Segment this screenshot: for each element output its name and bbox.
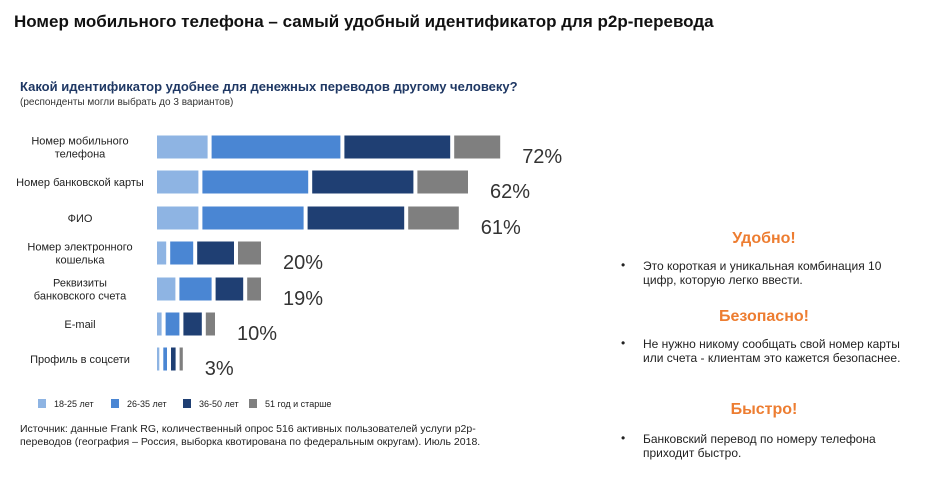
benefit-bullet: • (621, 336, 626, 350)
bar-segment-1 (157, 241, 167, 265)
legend-label: 36-50 лет (199, 399, 239, 409)
category-label: Профиль в соцсети (30, 354, 130, 366)
benefit-bullet: • (621, 258, 626, 272)
source-note: Источник: данные Frank RG, количественны… (20, 423, 481, 448)
legend-label: 51 год и старше (265, 399, 331, 409)
legend-swatch (111, 399, 119, 408)
legend-swatch (183, 399, 191, 408)
bar-segment-2 (202, 170, 309, 194)
bar-segment-2 (170, 241, 194, 265)
total-label: 72% (522, 146, 562, 168)
bar-segment-3 (312, 170, 414, 194)
benefit-title-fast: Быстро! (730, 401, 798, 418)
bar-segment-2 (211, 135, 341, 159)
bar-segment-3 (183, 312, 202, 336)
bar-segment-3 (215, 277, 244, 301)
total-label: 3% (205, 358, 234, 380)
bar-segment-4 (417, 170, 468, 194)
category-label: E-mail (64, 319, 95, 331)
bar-segment-1 (157, 206, 199, 230)
benefit-text-secure: Не нужно никому сообщать свой номер карт… (643, 337, 901, 365)
category-label: Номер электронного кошелька (27, 242, 132, 267)
total-label: 20% (283, 252, 323, 274)
bar-segment-1 (157, 312, 162, 336)
legend-label: 26-35 лет (127, 399, 167, 409)
bar-segment-3 (171, 347, 176, 371)
bar-segment-2 (165, 312, 180, 336)
bar-segment-1 (157, 135, 208, 159)
total-label: 61% (481, 217, 521, 239)
benefit-title-secure: Безопасно! (719, 308, 809, 325)
bar-segment-1 (157, 347, 160, 371)
bar-segment-2 (179, 277, 212, 301)
chart-subnote: (респонденты могли выбрать до 3 варианто… (20, 97, 234, 108)
bar-segment-3 (197, 241, 234, 265)
category-label: ФИО (68, 213, 93, 225)
headline: Номер мобильного телефона – самый удобны… (14, 12, 714, 31)
bar-segment-1 (157, 170, 199, 194)
benefit-title-convenient: Удобно! (732, 230, 796, 247)
category-label: Номер банковской карты (16, 177, 144, 189)
bar-segment-2 (163, 347, 167, 371)
total-label: 62% (490, 181, 530, 203)
bar-segment-3 (344, 135, 451, 159)
legend-swatch (38, 399, 46, 408)
bar-segment-4 (205, 312, 215, 336)
category-label: Номер мобильного телефона (31, 136, 128, 161)
benefit-bullet: • (621, 431, 626, 445)
legend-swatch (249, 399, 257, 408)
total-label: 19% (283, 288, 323, 310)
bar-segment-4 (454, 135, 501, 159)
category-label: Реквизиты банковского счета (34, 278, 127, 303)
bar-segment-4 (247, 277, 261, 301)
chart-question: Какой идентификатор удобнее для денежных… (20, 79, 518, 94)
benefit-text-fast: Банковский перевод по номеру телефона пр… (643, 432, 876, 460)
benefit-text-convenient: Это короткая и уникальная комбинация 10 … (643, 259, 882, 287)
bar-segment-1 (157, 277, 176, 301)
total-label: 10% (237, 323, 277, 345)
bar-segment-4 (238, 241, 261, 265)
bar-segment-3 (307, 206, 405, 230)
bar-segment-4 (179, 347, 183, 371)
bar-segment-4 (408, 206, 459, 230)
bar-segment-2 (202, 206, 304, 230)
legend-label: 18-25 лет (54, 399, 94, 409)
